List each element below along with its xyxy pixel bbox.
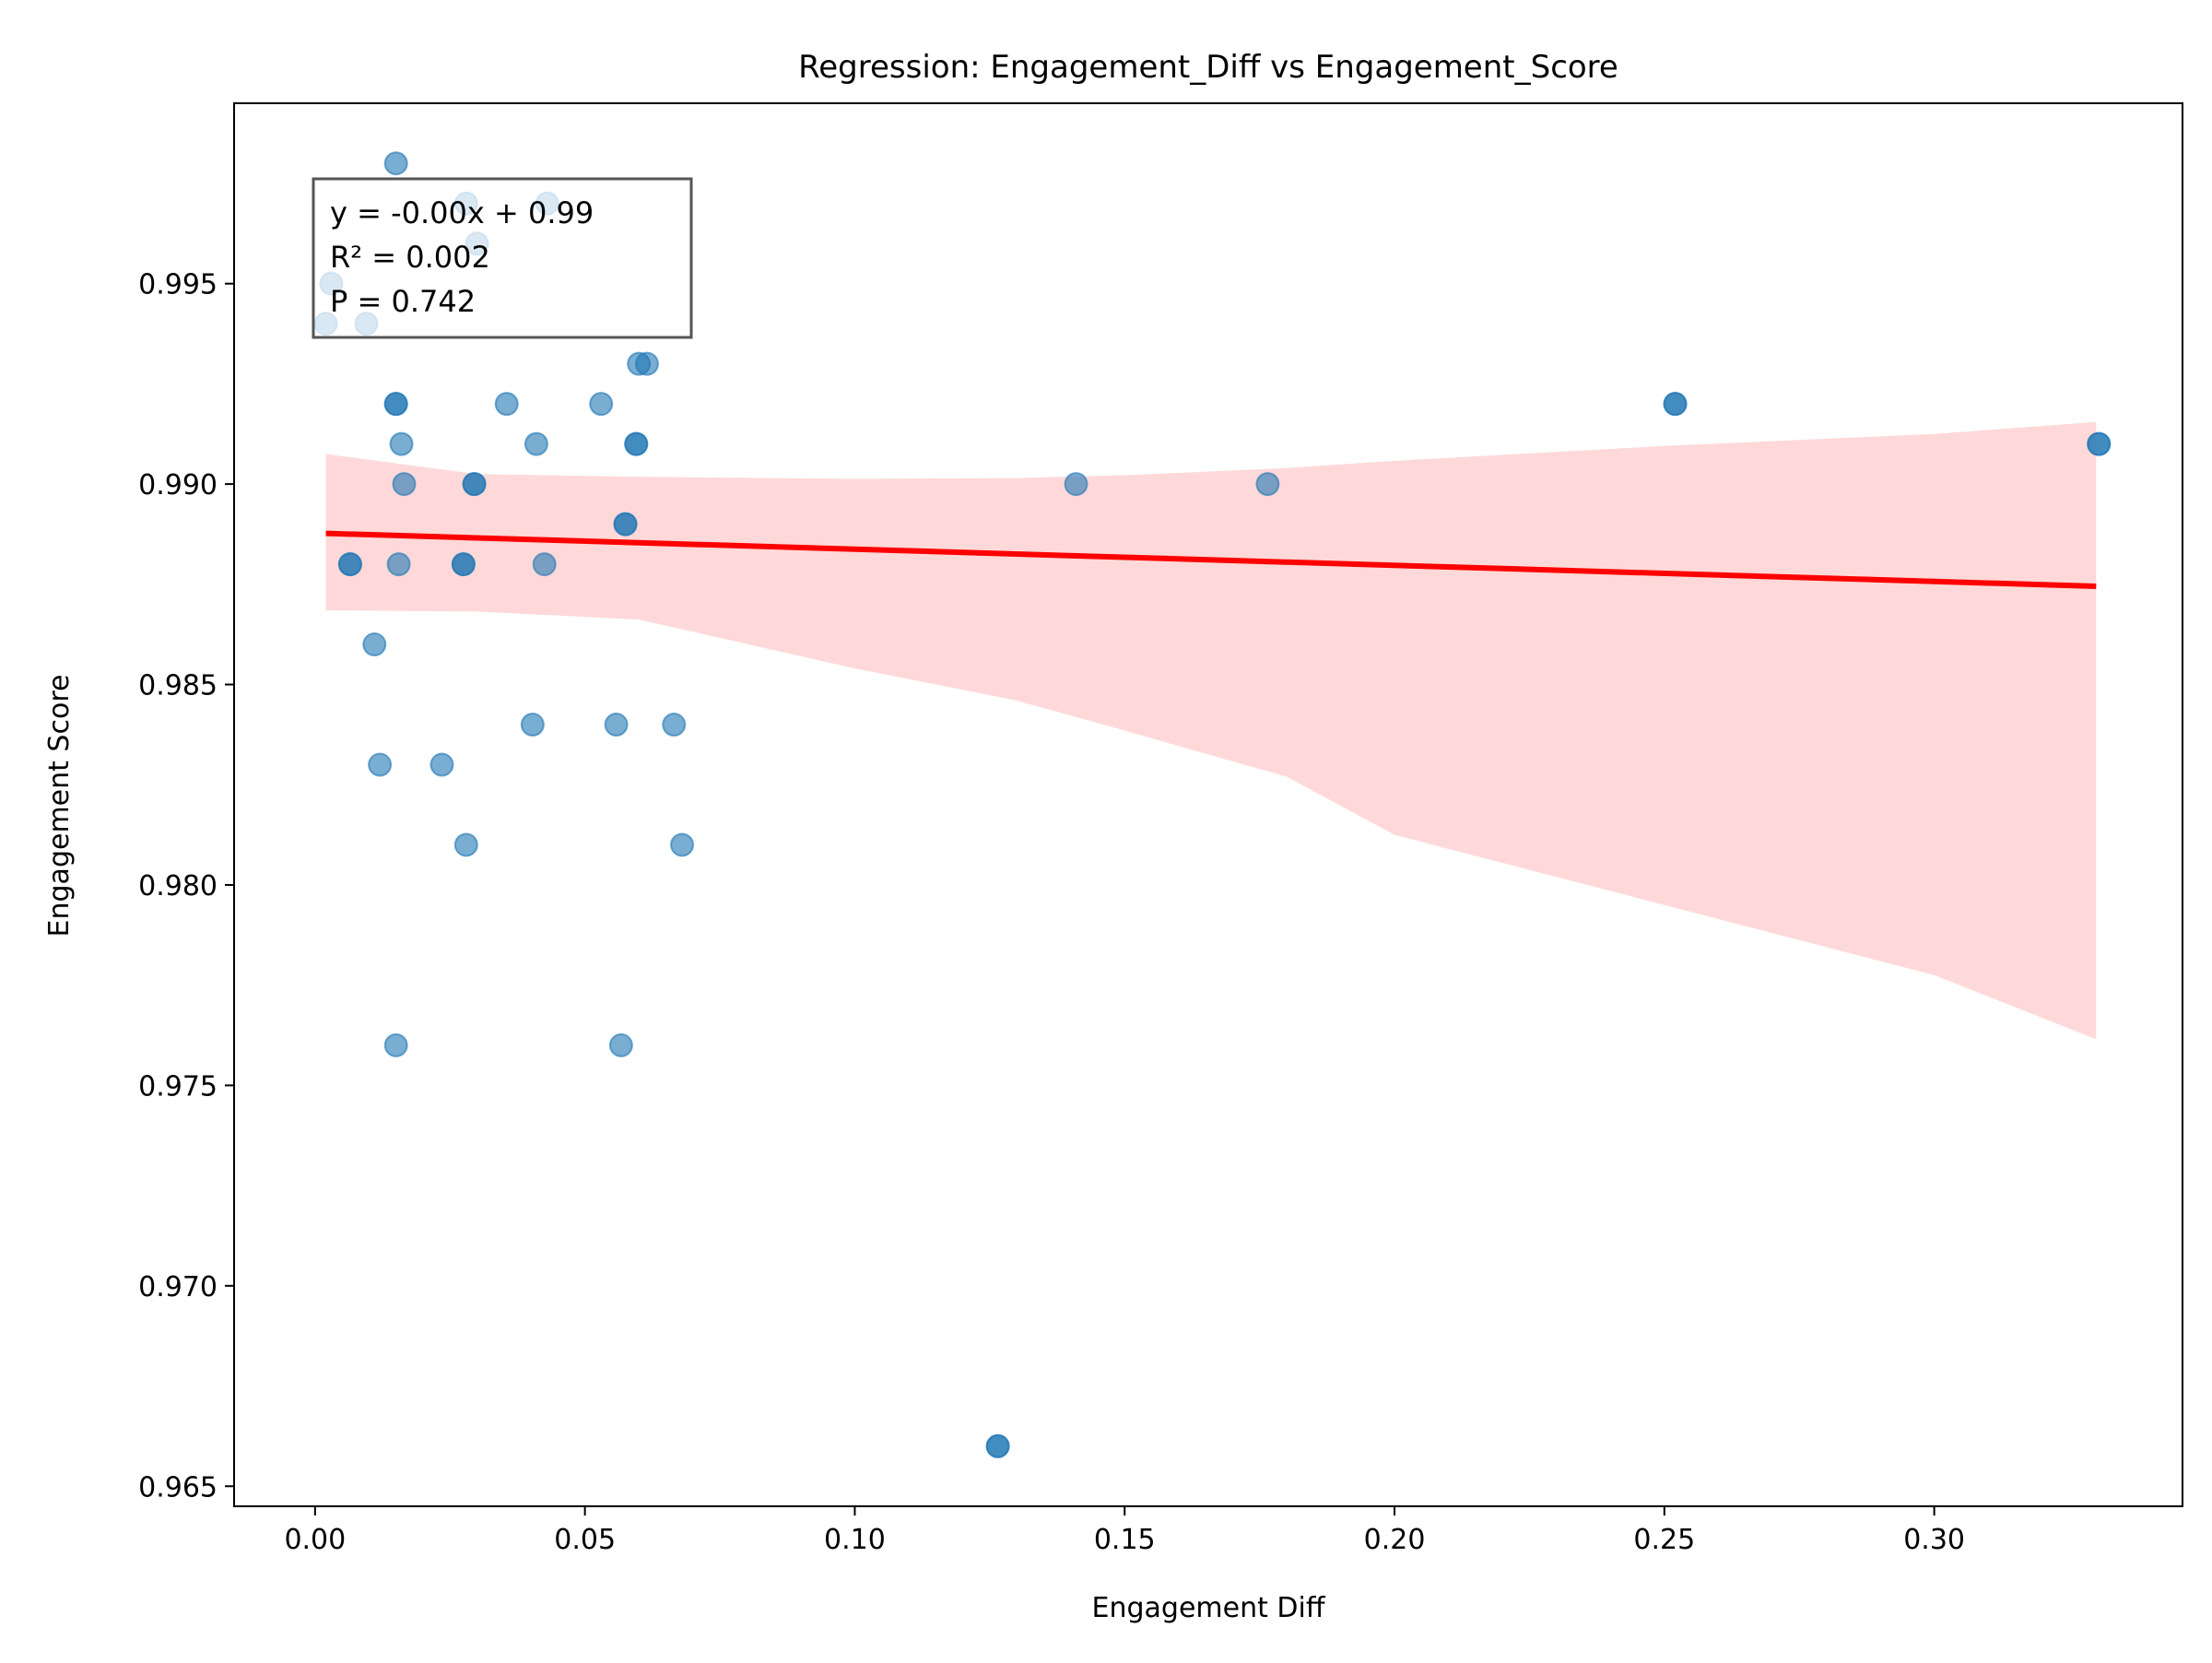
data-point bbox=[670, 832, 695, 857]
confidence-band-layer bbox=[325, 421, 2097, 1040]
data-point bbox=[389, 431, 414, 456]
data-point bbox=[453, 832, 478, 857]
data-point bbox=[532, 552, 557, 577]
data-point bbox=[383, 392, 408, 417]
stats-annotation: y = -0.00x + 0.99 R² = 0.002 P = 0.742 bbox=[312, 177, 693, 339]
data-point bbox=[1663, 392, 1688, 417]
data-point bbox=[634, 351, 659, 376]
data-point bbox=[1064, 472, 1088, 497]
data-point bbox=[494, 392, 519, 417]
data-point bbox=[985, 1433, 1010, 1458]
x-tick-label: 0.15 bbox=[1094, 1524, 1156, 1556]
x-axis-label: Engagement Diff bbox=[1092, 1592, 1326, 1624]
y-tick-label: 0.970 bbox=[138, 1271, 218, 1303]
data-point bbox=[1255, 472, 1280, 497]
data-point bbox=[337, 552, 362, 577]
y-tick-label: 0.965 bbox=[138, 1471, 218, 1504]
data-point bbox=[362, 632, 387, 657]
chart-title: Regression: Engagement_Diff vs Engagemen… bbox=[798, 49, 1618, 86]
y-tick-label: 0.990 bbox=[138, 469, 218, 501]
data-point bbox=[368, 752, 393, 777]
data-point bbox=[662, 713, 687, 737]
axes-layer: 0.00 0.05 0.10 0.15 0.20 0.25 0.30 0.965 0.970 0.… bbox=[138, 102, 2183, 1556]
annotation-box bbox=[312, 177, 693, 339]
y-axis-label: Engagement Score bbox=[43, 675, 76, 938]
plot-frame bbox=[233, 102, 2183, 1507]
x-tick-label: 0.00 bbox=[284, 1524, 346, 1556]
annotation-line: R² = 0.002 bbox=[330, 240, 490, 275]
data-point bbox=[383, 1032, 408, 1057]
data-point bbox=[613, 512, 638, 537]
data-point bbox=[383, 151, 408, 176]
y-tick-label: 0.995 bbox=[138, 269, 218, 301]
y-tick-label: 0.985 bbox=[138, 670, 218, 702]
annotation-line: P = 0.742 bbox=[330, 284, 476, 319]
data-point bbox=[386, 552, 411, 577]
data-point bbox=[589, 392, 614, 417]
x-tick-label: 0.05 bbox=[554, 1524, 616, 1556]
x-tick-label: 0.30 bbox=[1903, 1524, 1965, 1556]
regression-line bbox=[325, 530, 2097, 590]
data-point bbox=[608, 1032, 633, 1057]
data-point bbox=[520, 713, 545, 737]
x-tick-label: 0.25 bbox=[1633, 1524, 1695, 1556]
y-tick-label: 0.980 bbox=[138, 870, 218, 902]
data-point bbox=[451, 552, 476, 577]
data-point bbox=[462, 472, 487, 497]
data-point bbox=[604, 713, 629, 737]
annotation-line: y = -0.00x + 0.99 bbox=[330, 195, 594, 230]
data-point bbox=[392, 472, 417, 497]
x-tick-label: 0.10 bbox=[824, 1524, 886, 1556]
data-point bbox=[524, 431, 548, 456]
data-point bbox=[2087, 431, 2112, 456]
confidence-band bbox=[325, 421, 2097, 1040]
data-point bbox=[429, 752, 454, 777]
data-point bbox=[624, 431, 649, 456]
regression-line-layer bbox=[325, 530, 2097, 590]
x-tick-label: 0.20 bbox=[1364, 1524, 1426, 1556]
y-tick-label: 0.975 bbox=[138, 1070, 218, 1103]
